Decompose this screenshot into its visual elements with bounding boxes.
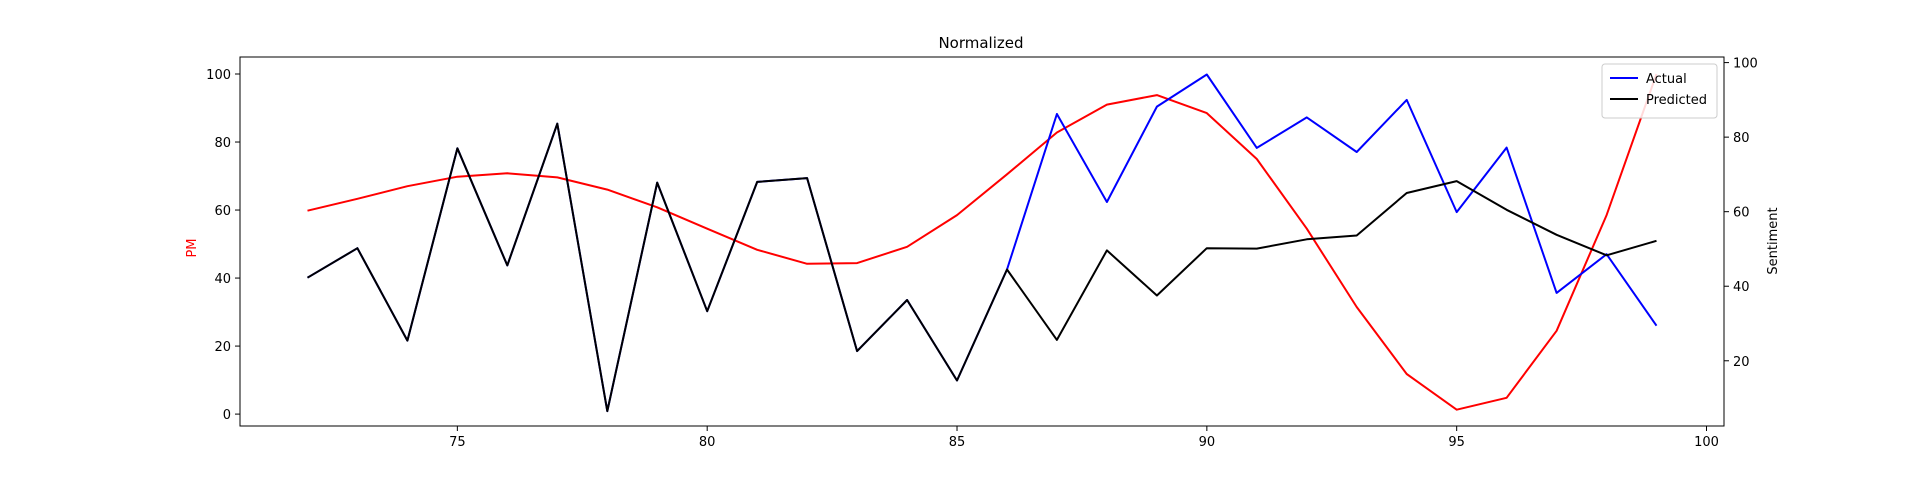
series-line-actual xyxy=(306,73,1658,413)
y-left-tick-label-100: 100 xyxy=(206,68,231,83)
legend: Actual Predicted xyxy=(1601,63,1718,119)
plot-frame xyxy=(239,56,1725,427)
y-left-tick-label-40: 40 xyxy=(214,272,231,287)
x-tick-label-95: 95 xyxy=(1448,435,1465,450)
y-right-tick-label-60: 60 xyxy=(1733,206,1750,221)
y-left-tick-label-80: 80 xyxy=(214,136,231,151)
x-tick-label-75: 75 xyxy=(449,435,466,450)
y-right-tick-label-20: 20 xyxy=(1733,355,1750,370)
y-right-tick-label-40: 40 xyxy=(1733,280,1750,295)
legend-label-actual: Actual xyxy=(1646,72,1687,87)
y-axis-right-label: Sentiment xyxy=(1766,207,1781,274)
chart-title: Normalized xyxy=(938,34,1023,52)
x-tick-label-90: 90 xyxy=(1199,435,1216,450)
y-right-tick-label-80: 80 xyxy=(1733,131,1750,146)
y-left-tick-label-0: 0 xyxy=(223,408,231,423)
legend-label-predicted: Predicted xyxy=(1646,93,1707,108)
y-left-tick-label-60: 60 xyxy=(214,204,231,219)
series-line-pm xyxy=(307,73,1658,411)
y-left-tick-label-20: 20 xyxy=(214,340,231,355)
y-right-tick-label-100: 100 xyxy=(1733,57,1758,72)
x-tick-label-100: 100 xyxy=(1694,435,1719,450)
y-axis-left-label: PM xyxy=(185,238,200,257)
x-tick-label-85: 85 xyxy=(949,435,966,450)
series-line-predicted xyxy=(306,122,1657,413)
x-tick-label-80: 80 xyxy=(699,435,716,450)
